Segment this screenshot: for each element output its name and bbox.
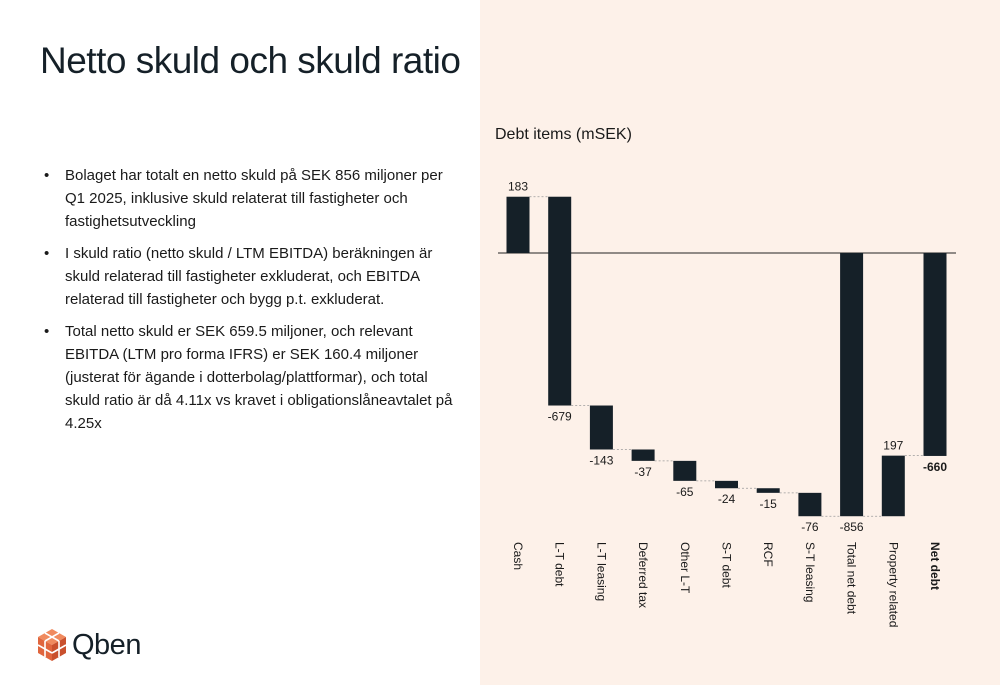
waterfall-bar xyxy=(673,460,697,481)
waterfall-bar xyxy=(798,492,822,517)
data-label: -65 xyxy=(676,485,694,499)
category-label: S-T debt xyxy=(720,542,734,588)
bullet-marker: • xyxy=(44,167,50,184)
data-label: -660 xyxy=(923,460,947,474)
data-label: 183 xyxy=(508,180,528,194)
bullet-marker: • xyxy=(44,323,50,340)
waterfall-bar xyxy=(506,196,530,253)
data-label: -76 xyxy=(801,520,819,534)
page-title: Netto skuld och skuld ratio xyxy=(40,40,461,81)
waterfall-bar xyxy=(631,449,655,461)
bullet-item: • Total netto skuld er SEK 659.5 miljoner… xyxy=(44,320,464,435)
category-label: Deferred tax xyxy=(636,542,650,608)
category-label: S-T leasing xyxy=(803,542,817,602)
cube-logo-icon xyxy=(37,629,67,661)
category-label: Property related xyxy=(886,542,900,627)
chart-title: Debt items (mSEK) xyxy=(495,126,632,143)
logo-wordmark: Qben xyxy=(72,628,141,661)
waterfall-bar xyxy=(881,455,905,517)
category-label: Other L-T xyxy=(678,542,692,594)
bullet-marker: • xyxy=(44,245,50,262)
category-label: Net debt xyxy=(928,542,942,590)
category-label: RCF xyxy=(761,542,775,567)
bullet-text: Bolaget har totalt en netto skuld på SEK… xyxy=(65,167,443,230)
bullet-item: • Bolaget har totalt en netto skuld på SE… xyxy=(44,164,464,233)
data-label: -143 xyxy=(589,453,613,467)
bullet-list: • Bolaget har totalt en netto skuld på SE… xyxy=(44,164,464,444)
waterfall-chart: 183 Cash -679 L-T debt -143 L-T leasing -37 Def… xyxy=(498,180,956,627)
qben-logo: Qben xyxy=(36,628,141,662)
waterfall-bar xyxy=(756,488,780,493)
data-label: -15 xyxy=(760,497,778,511)
bullet-text: I skuld ratio (netto skuld / LTM EBITDA)… xyxy=(65,245,433,308)
data-label: -856 xyxy=(840,520,864,534)
waterfall-bar xyxy=(715,480,738,489)
data-label: -679 xyxy=(548,410,572,424)
waterfall-bar xyxy=(548,196,572,406)
waterfall-bar xyxy=(840,253,864,517)
category-label: L-T debt xyxy=(553,542,567,587)
waterfall-bar xyxy=(923,253,947,456)
data-label: -24 xyxy=(718,492,736,506)
category-label: Total net debt xyxy=(845,542,859,615)
data-label: 197 xyxy=(883,439,903,453)
data-label: -37 xyxy=(634,465,652,479)
bullet-item: • I skuld ratio (netto skuld / LTM EBITDA… xyxy=(44,242,464,311)
waterfall-bar xyxy=(589,405,613,450)
category-label: L-T leasing xyxy=(594,542,608,601)
bullet-text: Total netto skuld er SEK 659.5 miljoner,… xyxy=(65,323,453,432)
category-label: Cash xyxy=(511,542,525,570)
